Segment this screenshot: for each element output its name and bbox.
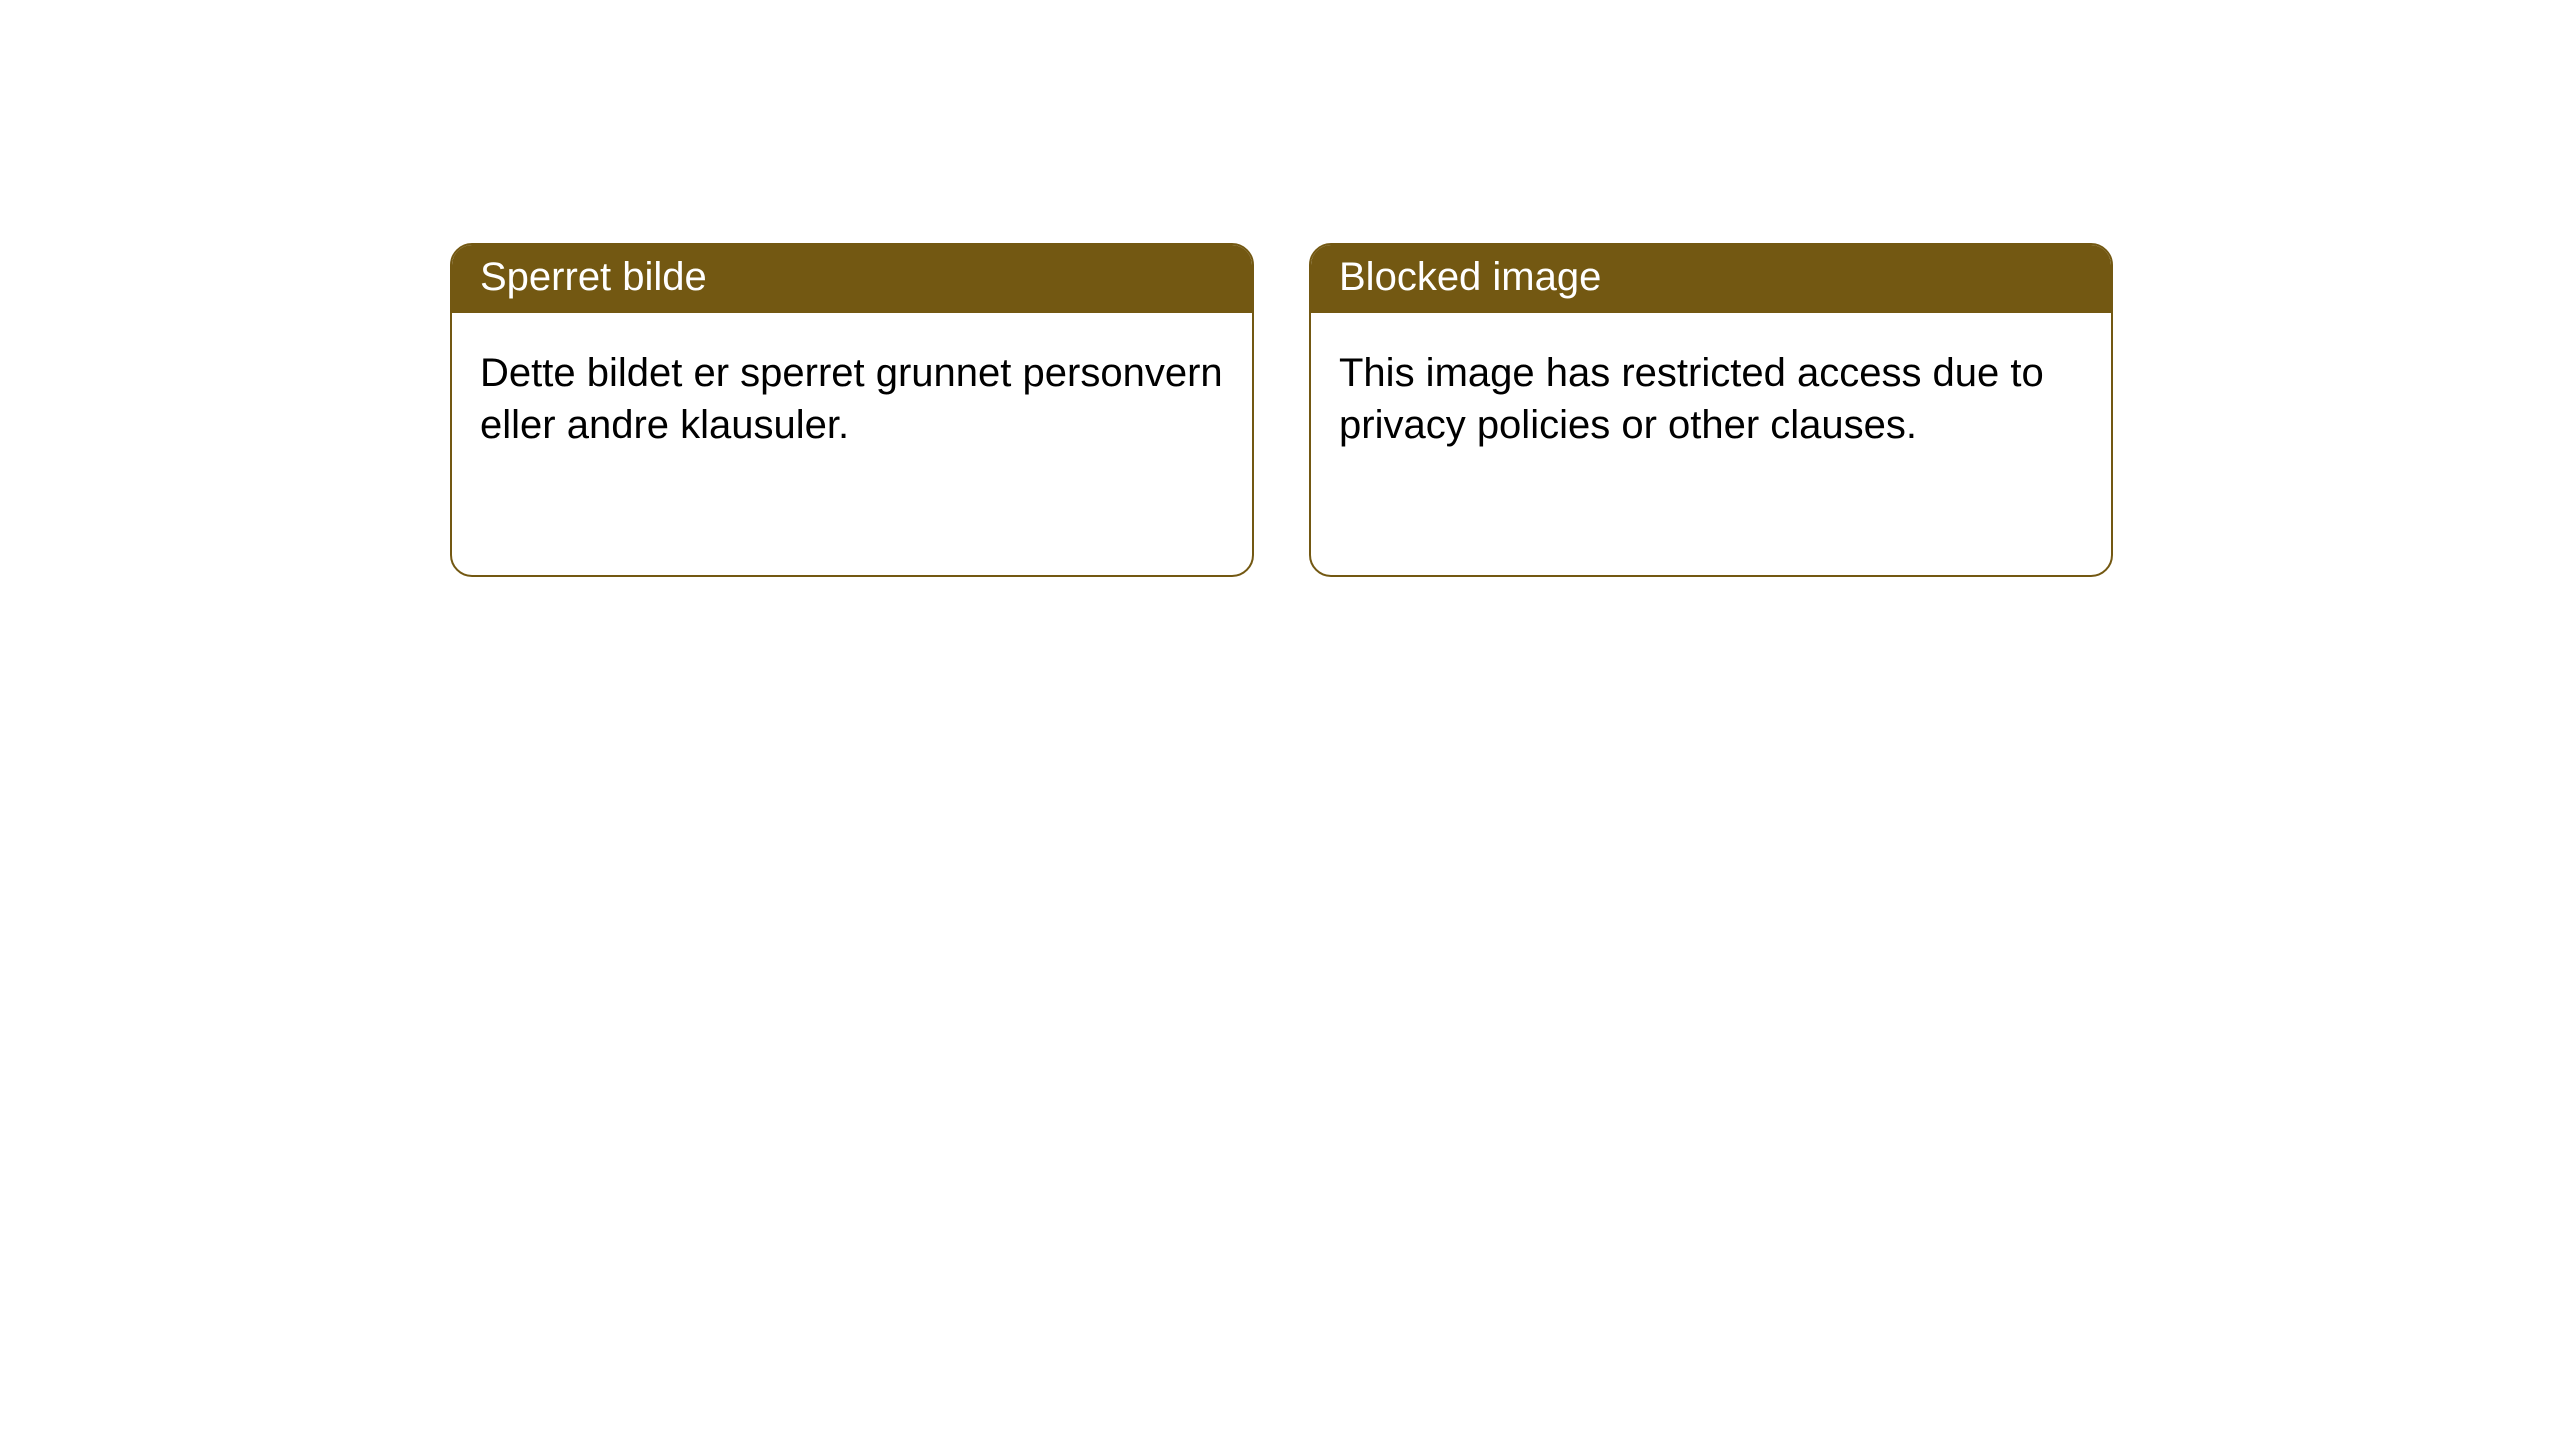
notice-card-header: Blocked image (1311, 245, 2111, 313)
notice-card-title: Blocked image (1339, 255, 1601, 299)
notice-card-body: This image has restricted access due to … (1311, 313, 2111, 485)
notice-card-header: Sperret bilde (452, 245, 1252, 313)
notice-card-message: Dette bildet er sperret grunnet personve… (480, 351, 1223, 447)
notice-card-body: Dette bildet er sperret grunnet personve… (452, 313, 1252, 485)
notice-card-no: Sperret bilde Dette bildet er sperret gr… (450, 243, 1254, 577)
notice-cards-container: Sperret bilde Dette bildet er sperret gr… (450, 243, 2560, 577)
notice-card-message: This image has restricted access due to … (1339, 351, 2044, 447)
notice-card-en: Blocked image This image has restricted … (1309, 243, 2113, 577)
notice-card-title: Sperret bilde (480, 255, 707, 299)
